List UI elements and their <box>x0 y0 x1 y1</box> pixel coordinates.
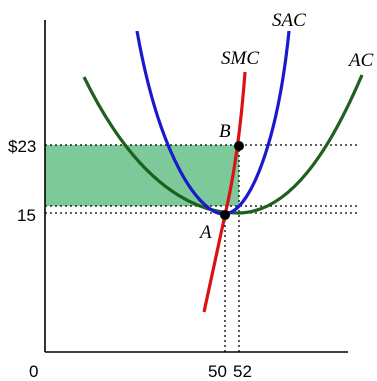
point-a-marker <box>220 210 230 220</box>
point-b-label: B <box>219 121 231 142</box>
point-b-marker <box>234 141 244 151</box>
point-a-label: A <box>198 222 212 243</box>
ac-curve-label: AC <box>347 50 374 71</box>
sac-curve-label: SAC <box>272 10 306 31</box>
quantity-b-label: 52 <box>233 362 252 381</box>
smc-curve-label: SMC <box>221 48 259 69</box>
price-high-label: $23 <box>8 137 36 156</box>
price-low-label: 15 <box>17 206 36 225</box>
ac-curve <box>82 74 364 215</box>
origin-label: 0 <box>29 362 38 381</box>
quantity-a-label: 50 <box>208 362 227 381</box>
shaded-profit-area <box>45 145 239 206</box>
